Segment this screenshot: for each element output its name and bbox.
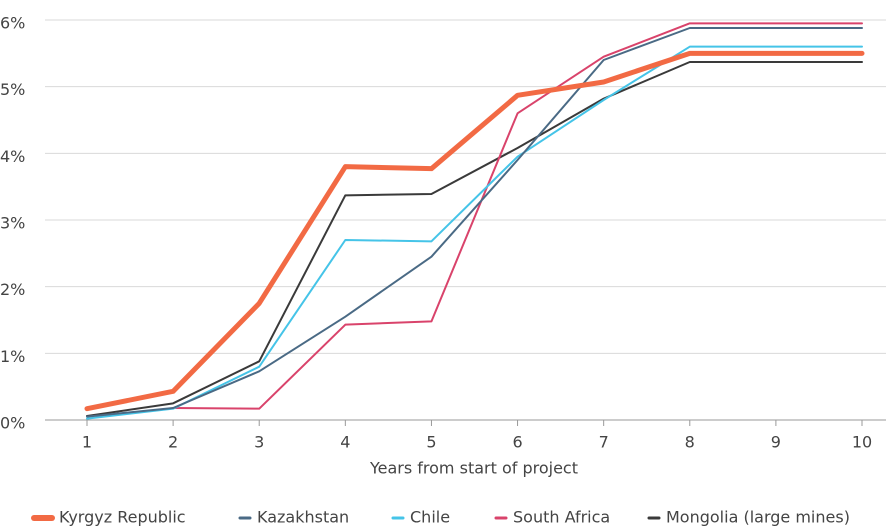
- y-tick-label: 3%: [0, 214, 25, 233]
- x-tick-label: 1: [82, 433, 92, 452]
- y-tick-label: 6%: [0, 14, 25, 33]
- legend-label: Mongolia (large mines): [666, 508, 850, 527]
- series-line: [86, 61, 863, 417]
- x-tick-label: 8: [685, 433, 695, 452]
- x-tick-label: 7: [599, 433, 609, 452]
- legend-label: Kazakhstan: [257, 508, 349, 527]
- x-tick-label: 3: [254, 433, 264, 452]
- y-tick-label: 4%: [0, 147, 25, 166]
- y-tick-label: 5%: [0, 80, 25, 99]
- legend-label: South Africa: [513, 508, 610, 527]
- series-line: [86, 27, 863, 418]
- x-tick-label: 4: [340, 433, 350, 452]
- series-line: [86, 45, 863, 420]
- legend-label: Kyrgyz Republic: [59, 508, 186, 527]
- y-tick-label: 0%: [0, 414, 25, 433]
- x-tick-label: 5: [426, 433, 436, 452]
- x-axis-label: Years from start of project: [369, 459, 578, 478]
- y-tick-label: 1%: [0, 347, 25, 366]
- x-tick-label: 9: [771, 433, 781, 452]
- legend-label: Chile: [410, 508, 450, 527]
- x-tick-label: 2: [168, 433, 178, 452]
- x-tick-label: 10: [852, 433, 872, 452]
- series-line: [84, 50, 865, 412]
- y-tick-label: 2%: [0, 280, 25, 299]
- series-line: [172, 22, 863, 410]
- x-tick-label: 6: [512, 433, 522, 452]
